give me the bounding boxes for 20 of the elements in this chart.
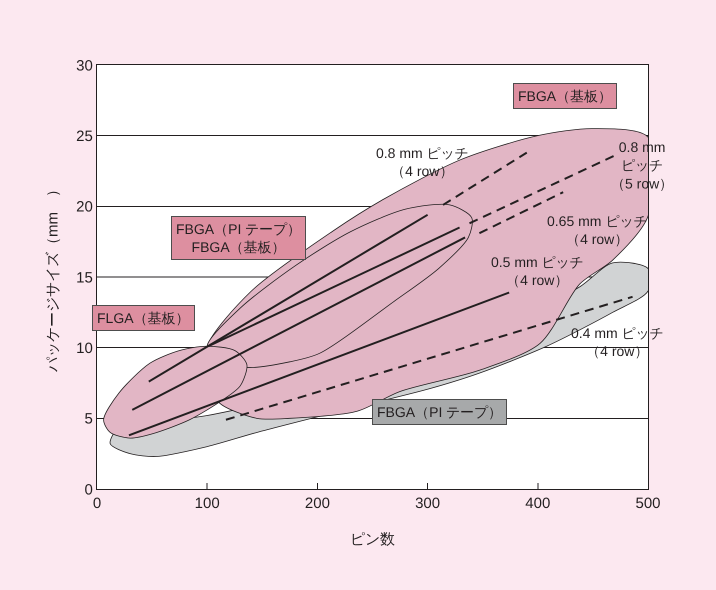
x-tick-label: 500: [635, 495, 661, 512]
annotation: FBGA（基板）: [518, 88, 612, 104]
x-tick-label: 100: [194, 495, 220, 512]
y-tick-label: 5: [84, 410, 93, 428]
x-axis-title: ピン数: [350, 531, 395, 548]
y-axis-title: パッケージサイズ（mm ）: [44, 182, 62, 373]
y-tick-label: 15: [76, 269, 93, 286]
y-tick-label: 10: [76, 340, 93, 357]
annotation: FBGA（PI テープ）: [377, 404, 502, 420]
annotation: FLGA（基板）: [97, 310, 190, 326]
y-tick-label: 0: [84, 481, 93, 498]
y-tick-label: 20: [76, 198, 93, 216]
x-tick-label: 400: [525, 495, 550, 512]
annotation: FBGA（PI テープ） FBGA（基板）: [176, 221, 302, 256]
x-tick-label: 200: [304, 495, 330, 512]
annotation: 0.5 mm ピッチ（4 row）: [491, 254, 584, 288]
annotation: 0.65 mm ピッチ（4 row）: [547, 213, 648, 248]
x-tick-label: 300: [415, 495, 440, 512]
y-tick-label: 25: [76, 128, 93, 145]
y-tick-label: 30: [76, 57, 93, 74]
